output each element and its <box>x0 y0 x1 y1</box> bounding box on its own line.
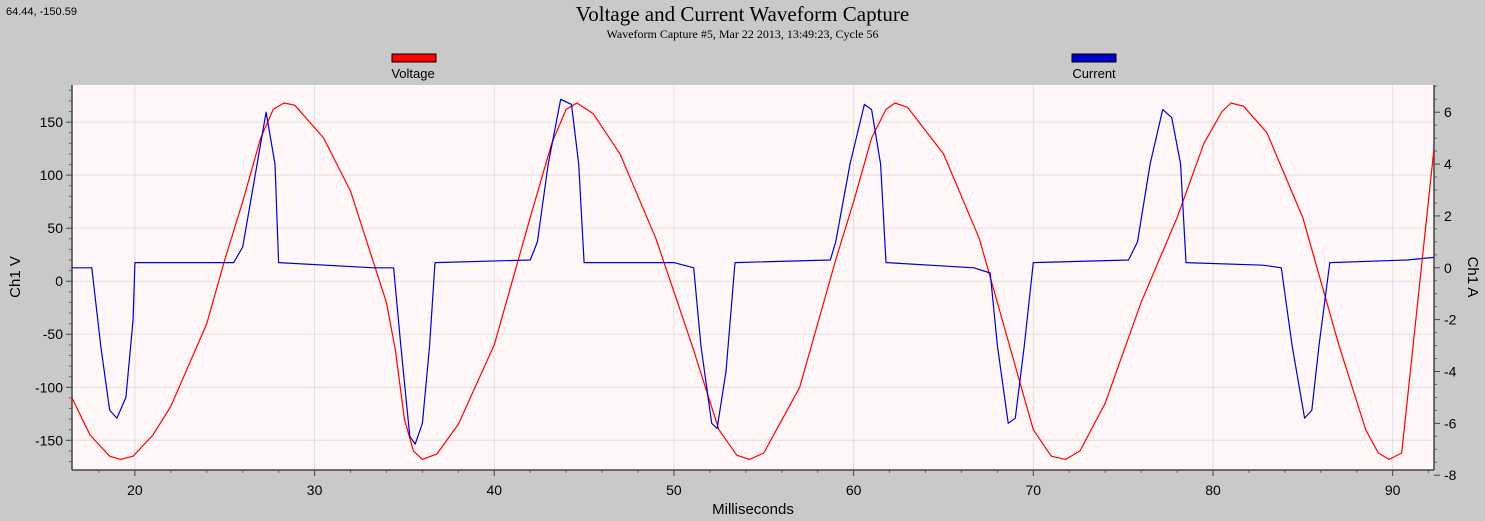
x-tick-label: 30 <box>307 482 323 498</box>
y-tick-label: 0 <box>55 273 63 289</box>
y-tick-label: -50 <box>43 326 63 342</box>
series-line-current <box>72 98 1434 445</box>
chart-subtitle: Waveform Capture #5, Mar 22 2013, 13:49:… <box>606 27 879 41</box>
y2-tick-label: 6 <box>1444 104 1452 120</box>
y2-tick-label: -2 <box>1444 312 1457 328</box>
coordinate-readout: 64.44, -150.59 <box>6 6 77 18</box>
y-axis-label: Ch1 V <box>7 256 24 298</box>
legend-current-label: Current <box>1072 66 1116 81</box>
x-tick-label: 80 <box>1205 482 1221 498</box>
y2-tick-label: -4 <box>1444 363 1457 379</box>
y-tick-label: 150 <box>40 114 64 130</box>
y2-tick-label: 2 <box>1444 208 1452 224</box>
y2-tick-label: -6 <box>1444 415 1457 431</box>
series-line-voltage <box>72 102 1434 460</box>
y-tick-label: 50 <box>47 220 63 236</box>
y2-tick-label: -8 <box>1444 467 1457 483</box>
x-tick-label: 40 <box>486 482 502 498</box>
y2-axis-label: Ch1 A <box>1464 257 1481 298</box>
x-tick-label: 90 <box>1385 482 1401 498</box>
x-tick-label: 70 <box>1026 482 1042 498</box>
legend: Voltage Current <box>391 53 1117 81</box>
y-tick-label: -150 <box>35 432 63 448</box>
y2-tick-label: 0 <box>1444 260 1452 276</box>
chart-title: Voltage and Current Waveform Capture <box>575 2 910 26</box>
y-tick-label: 100 <box>40 167 64 183</box>
legend-voltage-swatch <box>391 53 437 63</box>
grid <box>72 85 1434 470</box>
x-tick-label: 20 <box>127 482 143 498</box>
x-axis-label: Milliseconds <box>712 501 794 518</box>
legend-current-swatch <box>1071 53 1117 63</box>
tick-labels: 20 30 40 50 60 70 80 90-150-100-50050100150-8-6… <box>35 104 1457 498</box>
y2-tick-label: 4 <box>1444 156 1452 172</box>
series-lines <box>72 98 1434 460</box>
plot-area[interactable] <box>72 85 1434 470</box>
legend-voltage-label: Voltage <box>391 66 434 81</box>
axes <box>66 85 1440 476</box>
y-tick-label: -100 <box>35 379 63 395</box>
x-tick-label: 60 <box>846 482 862 498</box>
x-tick-label: 50 <box>666 482 682 498</box>
